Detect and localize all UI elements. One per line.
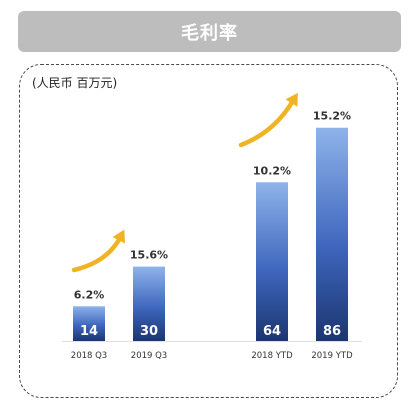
growth-arrow-shaft [71, 233, 124, 273]
x-tick-label: 2019 Q3 [131, 351, 167, 361]
growth-arrows [71, 92, 298, 273]
bar-value-label: 86 [323, 324, 341, 339]
margin-label: 10.2% [253, 164, 291, 177]
x-tick-label: 2018 YTD [251, 351, 293, 361]
bar-value-label: 64 [263, 324, 281, 339]
chart-frame [19, 64, 398, 398]
title-bar: 毛利率 [18, 11, 401, 52]
bar [73, 306, 105, 341]
bar [133, 266, 165, 341]
growth-arrow-shaft [238, 96, 297, 148]
unit-label: (人民币 百万元) [32, 76, 118, 90]
page-title: 毛利率 [181, 22, 238, 44]
margin-label: 15.6% [130, 249, 168, 262]
bar [256, 182, 288, 341]
x-tick-label: 2019 YTD [311, 351, 353, 361]
margin-label: 6.2% [74, 288, 105, 301]
bars: 14 6.2% 2018 Q3 30 15.6% 2019 Q3 64 10.2% 2018 Y… [71, 110, 353, 361]
margin-label: 15.2% [313, 110, 351, 123]
bar-value-label: 14 [80, 324, 98, 339]
bar [316, 127, 348, 341]
growth-arrow-head [285, 92, 298, 107]
bar-value-label: 30 [140, 324, 158, 339]
growth-arrow-head [112, 229, 125, 244]
x-tick-label: 2018 Q3 [71, 351, 107, 361]
